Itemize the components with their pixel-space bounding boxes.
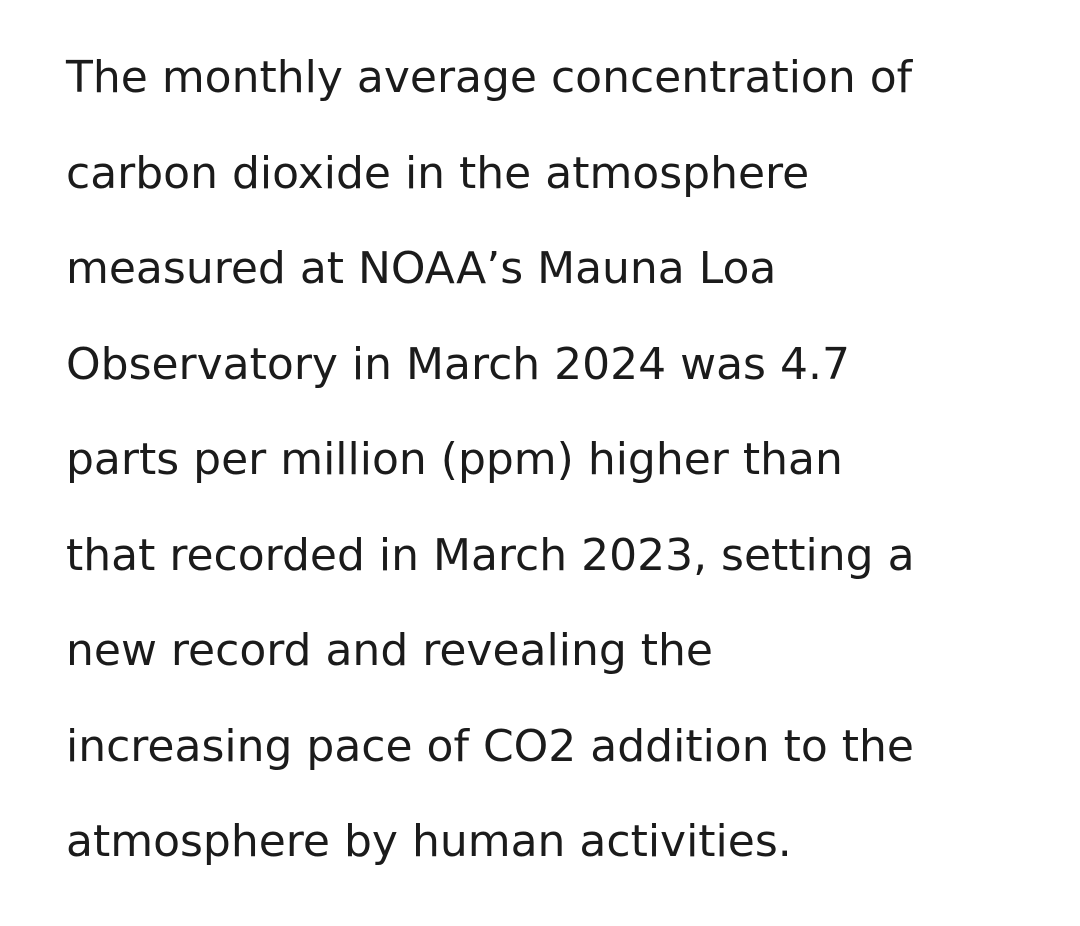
paragraph-line: The monthly average concentration of	[66, 52, 913, 103]
paragraph-line: carbon dioxide in the atmosphere	[66, 147, 810, 199]
paragraph-line: measured at NOAA’s Mauna Loa	[66, 243, 777, 294]
paragraph-line: new record and revealing the	[66, 625, 713, 676]
paragraph-line: Observatory in March 2024 was 4.7	[66, 338, 850, 390]
paragraph-line: atmosphere by human activities.	[66, 816, 792, 867]
article-paragraph: The monthly average concentration of car…	[66, 30, 1056, 890]
paragraph-line: increasing pace of CO2 addition to the	[66, 720, 914, 772]
paragraph-line: parts per million (ppm) higher than	[66, 434, 843, 485]
paragraph-line: that recorded in March 2023, setting a	[66, 529, 915, 581]
article-body: The monthly average concentration of car…	[66, 30, 1056, 890]
